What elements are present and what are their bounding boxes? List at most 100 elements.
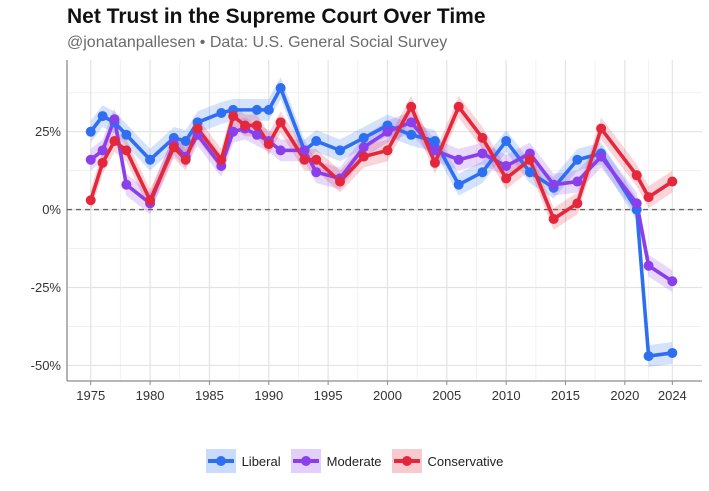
x-tick-label: 2024 <box>658 388 687 403</box>
x-tick-label: 1995 <box>314 388 343 403</box>
y-tick-label: -25% <box>31 280 62 295</box>
conservative-point <box>228 111 239 122</box>
x-tick-label: 1980 <box>136 388 165 403</box>
conservative-point <box>548 213 559 224</box>
moderate-point <box>548 179 559 190</box>
x-tick-label: 1990 <box>254 388 283 403</box>
legend-item-moderate: Moderate <box>290 449 382 473</box>
conservative-point <box>596 123 607 134</box>
conservative-point <box>631 170 642 181</box>
conservative-point <box>406 101 417 112</box>
liberal-point <box>180 136 191 147</box>
conservative-point <box>453 101 464 112</box>
liberal-point <box>145 154 156 165</box>
y-tick-label: -50% <box>31 358 62 373</box>
liberal-point <box>275 83 286 94</box>
legend-key-moderate <box>290 449 321 473</box>
conservative-point <box>251 120 262 131</box>
x-tick-label: 2000 <box>373 388 402 403</box>
conservative-point <box>263 139 274 150</box>
moderate-point <box>299 145 310 156</box>
liberal-point <box>501 136 512 147</box>
moderate-point <box>251 129 262 140</box>
conservative-point <box>97 157 108 168</box>
moderate-point <box>477 148 488 159</box>
y-tick-label: 25% <box>35 124 61 139</box>
conservative-point <box>429 157 440 168</box>
conservative-point <box>382 145 393 156</box>
conservative-point <box>299 154 310 165</box>
liberal-point <box>406 129 417 140</box>
liberal-point <box>572 154 583 165</box>
liberal-point <box>334 145 345 156</box>
moderate-point <box>406 117 417 128</box>
conservative-ribbon <box>90 95 673 230</box>
legend-label: Conservative <box>427 453 504 469</box>
liberal-point <box>429 136 440 147</box>
series-points <box>85 83 678 362</box>
conservative-point <box>358 151 369 162</box>
y-tick-label: 0% <box>42 202 61 217</box>
liberal-point <box>121 129 132 140</box>
legend-label: Liberal <box>241 453 281 469</box>
liberal-point <box>85 126 96 137</box>
conservative-point <box>311 154 322 165</box>
conservative-point <box>643 192 654 203</box>
moderate-point <box>382 126 393 137</box>
conservative-point <box>275 117 286 128</box>
moderate-point <box>311 167 322 178</box>
conservative-point <box>180 154 191 165</box>
moderate-point <box>275 145 286 156</box>
liberal-point <box>263 104 274 115</box>
moderate-point <box>97 145 108 156</box>
legend-key-conservative <box>391 449 422 473</box>
moderate-point <box>109 114 120 125</box>
liberal-point <box>667 347 678 358</box>
conservative-point <box>168 142 179 153</box>
chart-subtitle: @jonatanpallesen • Data: U.S. General So… <box>67 34 448 51</box>
x-tick-label: 1985 <box>195 388 224 403</box>
x-tick-label: 2010 <box>492 388 521 403</box>
liberal-point <box>358 132 369 143</box>
tick-labels: -50% -25% 0% 25% 1975 1980 1985 1990 1995 2000 200… <box>31 124 687 403</box>
conservative-point <box>524 154 535 165</box>
x-tick-label: 2020 <box>610 388 639 403</box>
x-tick-label: 2015 <box>551 388 580 403</box>
liberal-point <box>643 351 654 362</box>
moderate-point <box>429 145 440 156</box>
conservative-point <box>572 198 583 209</box>
moderate-point <box>631 198 642 209</box>
moderate-point <box>121 179 132 190</box>
liberal-point <box>311 136 322 147</box>
moderate-point <box>572 176 583 187</box>
legend: Liberal Moderate Conservative <box>0 449 709 473</box>
conservative-point <box>240 120 251 131</box>
x-tick-label: 2005 <box>432 388 461 403</box>
conservative-point <box>501 173 512 184</box>
liberal-point <box>216 107 227 118</box>
moderate-point <box>85 154 96 165</box>
line-chart: -50% -25% 0% 25% 1975 1980 1985 1990 1995 2000 200… <box>31 60 702 403</box>
liberal-point <box>524 167 535 178</box>
legend-item-conservative: Conservative <box>391 449 504 473</box>
conservative-point <box>192 123 203 134</box>
x-tick-label: 1975 <box>76 388 105 403</box>
moderate-point <box>596 151 607 162</box>
liberal-point <box>453 179 464 190</box>
liberal-point <box>477 167 488 178</box>
conservative-point <box>85 195 96 206</box>
conservative-point <box>109 136 120 147</box>
legend-key-liberal <box>205 449 236 473</box>
moderate-point <box>453 154 464 165</box>
legend-item-liberal: Liberal <box>205 449 281 473</box>
legend-label: Moderate <box>326 453 382 469</box>
conservative-point <box>145 195 156 206</box>
grid-lines <box>67 60 702 381</box>
conservative-point <box>667 176 678 187</box>
moderate-point <box>667 276 678 287</box>
chart-title: Net Trust in the Supreme Court Over Time <box>67 5 486 28</box>
moderate-point <box>643 260 654 271</box>
axes <box>66 60 702 385</box>
conservative-point <box>216 154 227 165</box>
conservative-point <box>121 145 132 156</box>
